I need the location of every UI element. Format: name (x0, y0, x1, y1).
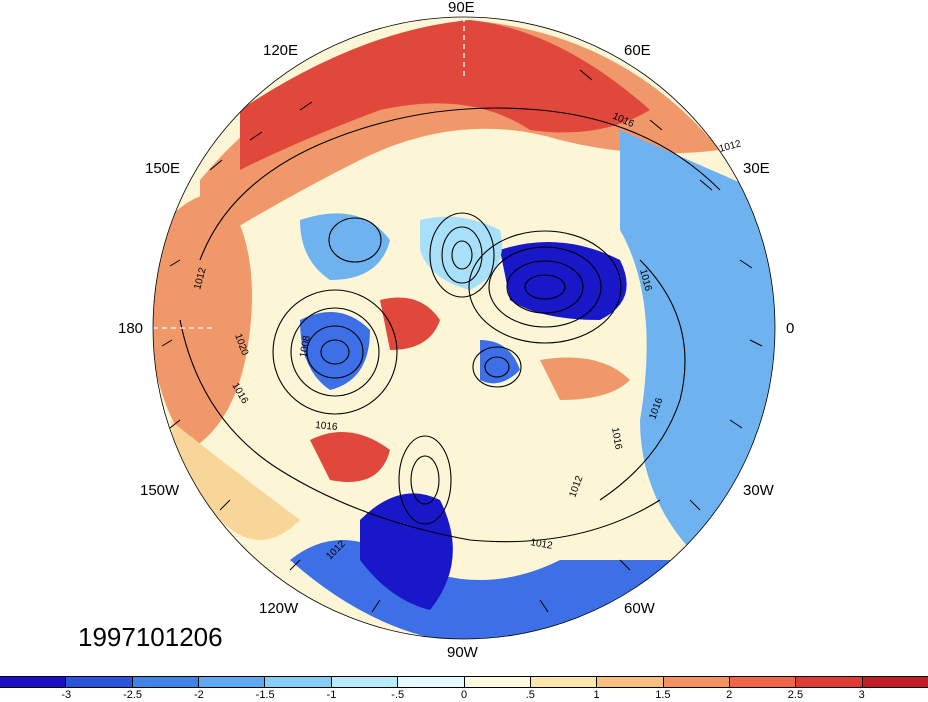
contour-label: 1020 (232, 332, 250, 357)
contour-label: 1016 (647, 396, 665, 421)
lon-label-150w: 150W (140, 482, 180, 499)
wind-barbs (161, 69, 763, 613)
contour-label: 1016 (637, 268, 653, 293)
contour-label: 1016 (315, 420, 339, 433)
hot-cell-southwest (310, 432, 390, 482)
lon-label-90e: 90E (448, 0, 475, 16)
contour-label: 1012 (567, 474, 585, 499)
contour-label: 1012 (324, 538, 348, 562)
colorbar-segment (66, 677, 133, 687)
colorbar-tick-label: -1.5 (255, 689, 275, 701)
colorbar-segment (862, 677, 928, 687)
colorbar-segment (398, 677, 465, 687)
lon-label-150e: 150E (145, 160, 181, 177)
cold-core-south (360, 493, 453, 610)
lon-label-180: 180 (118, 320, 144, 337)
lon-label-30e: 30E (743, 160, 770, 177)
lon-label-90w: 90W (447, 644, 478, 661)
lon-label-60w: 60W (624, 600, 655, 617)
map-disk (153, 17, 775, 639)
cool-light-cell (420, 216, 502, 290)
colorbar-segment (331, 677, 399, 687)
colorbar-segment (597, 677, 664, 687)
colorbar-segment (0, 677, 67, 687)
warm-region-west (153, 190, 252, 450)
colorbar-tick-label: -3 (61, 689, 72, 701)
colorbar-segment (663, 677, 730, 687)
timestamp-label: 1997101206 (78, 622, 223, 652)
lon-label-120e: 120E (263, 42, 299, 59)
cold-core-east (500, 242, 627, 320)
colorbar-tick-label: 1.5 (655, 689, 671, 701)
lon-label-120w: 120W (259, 600, 299, 617)
colorbar-segment (265, 677, 332, 687)
colorbar-tick-label: 0 (460, 689, 468, 701)
contour-label: 1016 (609, 427, 624, 451)
hot-belt-north (240, 20, 650, 170)
graticule (153, 17, 465, 329)
contour-label: 1012 (192, 266, 208, 291)
lon-label-0: 0 (786, 320, 795, 337)
colorbar-tick-label: -2.5 (123, 689, 143, 701)
colorbar-segment (530, 677, 598, 687)
colorbar-segment (132, 677, 200, 687)
isobars (179, 107, 721, 543)
colorbar-segment (199, 677, 266, 687)
lon-label-30w: 30W (743, 482, 774, 499)
colorbar-tick-label: 1 (593, 689, 600, 701)
warm-light-region (170, 420, 300, 540)
colorbar-tick-label: 2.5 (787, 689, 804, 701)
colorbar-segment (796, 677, 863, 687)
contour-label: 1016 (611, 111, 636, 131)
colorbar (0, 676, 928, 688)
cold-cell-center (480, 340, 520, 384)
colorbar-tick-label: 3 (858, 689, 865, 701)
lon-label-60e: 60E (624, 42, 651, 59)
colorbar-tick-label: -1 (326, 689, 337, 701)
cool-region-east (620, 130, 775, 560)
colorbar-segment (464, 677, 531, 687)
colorbar-tick-label: 2 (726, 689, 733, 701)
contour-label: 1016 (229, 381, 250, 406)
colorbar-tick-label: .5 (525, 689, 535, 701)
contour-label: 1012 (529, 537, 553, 552)
warm-cell-east (540, 357, 630, 400)
contour-label: 1008 (298, 334, 313, 358)
colorbar-tick-label: -2 (193, 689, 204, 701)
map-border (152, 16, 776, 640)
colorbar-tick-label: -.5 (391, 689, 405, 701)
cool-cell-1 (300, 213, 390, 280)
colorbar-segment (729, 677, 797, 687)
contour-label: 1012 (718, 138, 743, 154)
